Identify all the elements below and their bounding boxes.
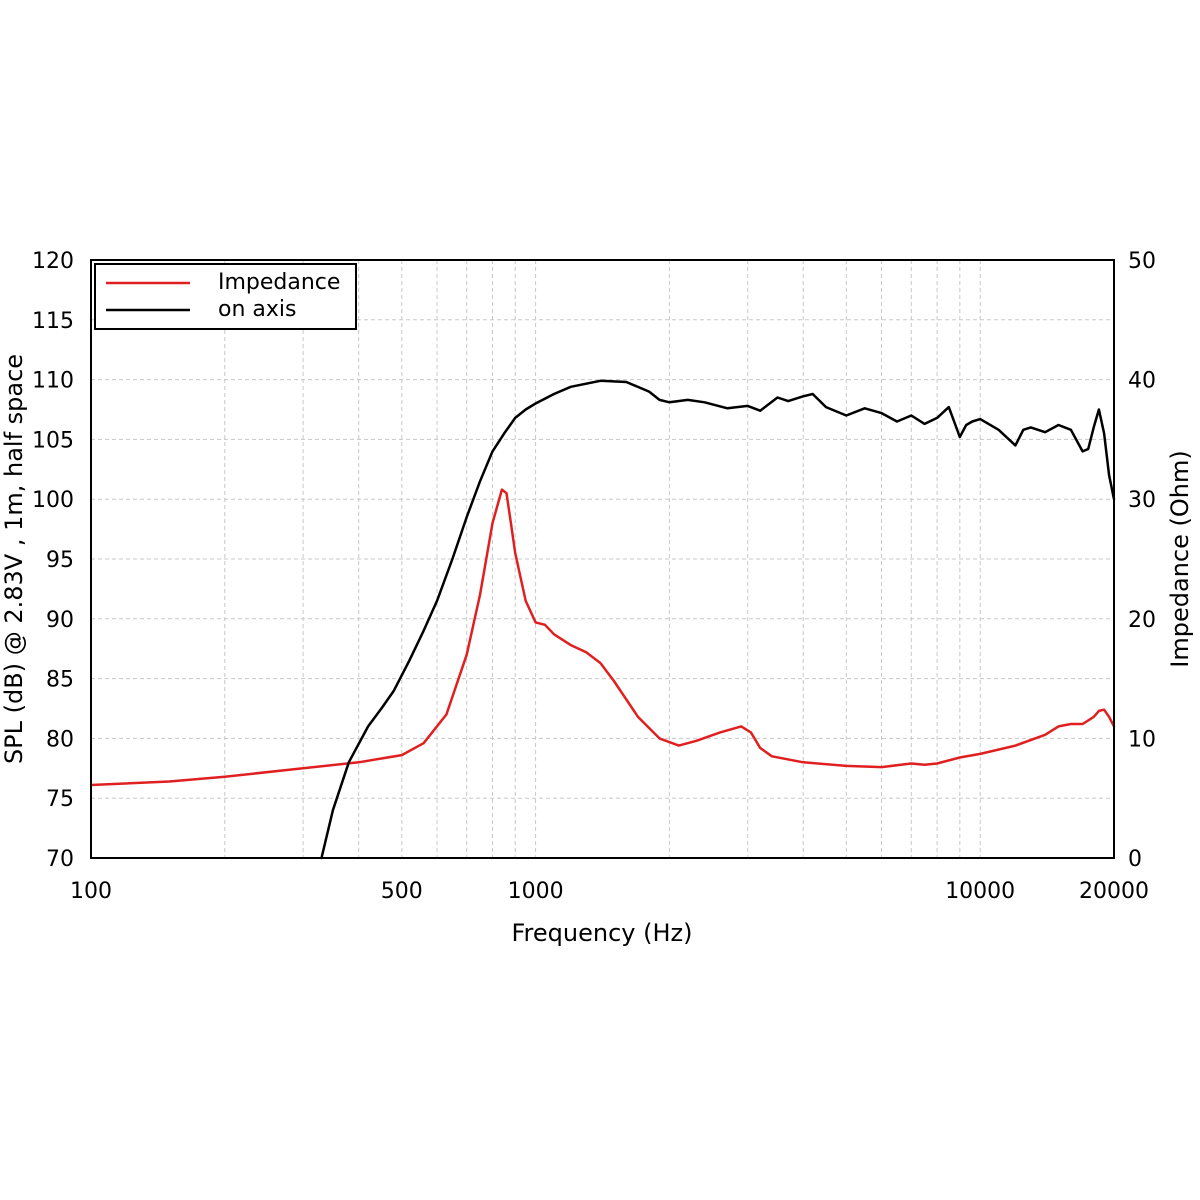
grid — [91, 260, 1114, 858]
y-left-tick-label: 70 — [46, 847, 74, 872]
y-right-tick-label: 10 — [1128, 727, 1156, 752]
tick-labels: 70 75 80 85 90 95 100 105 110 115 120 0 10 20 30 40 50 10… — [32, 249, 1156, 904]
y-right-tick-label: 30 — [1128, 488, 1156, 513]
y-left-tick-label: 95 — [46, 548, 74, 573]
y-right-tick-label: 0 — [1128, 847, 1142, 872]
x-tick-label: 1000 — [508, 879, 564, 904]
x-tick-label: 10000 — [945, 879, 1015, 904]
legend-box — [94, 263, 357, 330]
y-right-tick-label: 20 — [1128, 608, 1156, 633]
plot-frame — [90, 259, 1115, 859]
series-layer — [89, 379, 1116, 860]
y-right-axis-label: Impedance (Ohm) — [1166, 450, 1194, 667]
y-right-tick-label: 40 — [1128, 369, 1156, 394]
y-right-tick-label: 50 — [1128, 249, 1156, 274]
legend: Impedance on axis — [94, 263, 357, 330]
series-line-on-axis — [320, 379, 1116, 860]
y-left-axis-label: SPL (dB) @ 2.83V , 1m, half space — [0, 354, 28, 764]
y-left-tick-label: 120 — [32, 249, 74, 274]
legend-label-on-axis: on axis — [218, 297, 296, 322]
y-left-tick-label: 85 — [46, 668, 74, 693]
y-left-tick-label: 75 — [46, 787, 74, 812]
legend-label-impedance: Impedance — [218, 270, 340, 295]
y-left-tick-label: 105 — [32, 428, 74, 453]
y-left-tick-label: 100 — [32, 488, 74, 513]
x-axis-label: Frequency (Hz) — [512, 919, 693, 947]
y-left-tick-label: 80 — [46, 727, 74, 752]
y-left-tick-label: 90 — [46, 608, 74, 633]
series-line-impedance — [89, 488, 1116, 787]
x-tick-label: 20000 — [1079, 879, 1149, 904]
y-left-tick-label: 115 — [32, 309, 74, 334]
x-tick-label: 500 — [381, 879, 423, 904]
x-tick-label: 100 — [70, 879, 112, 904]
y-left-tick-label: 110 — [32, 369, 74, 394]
